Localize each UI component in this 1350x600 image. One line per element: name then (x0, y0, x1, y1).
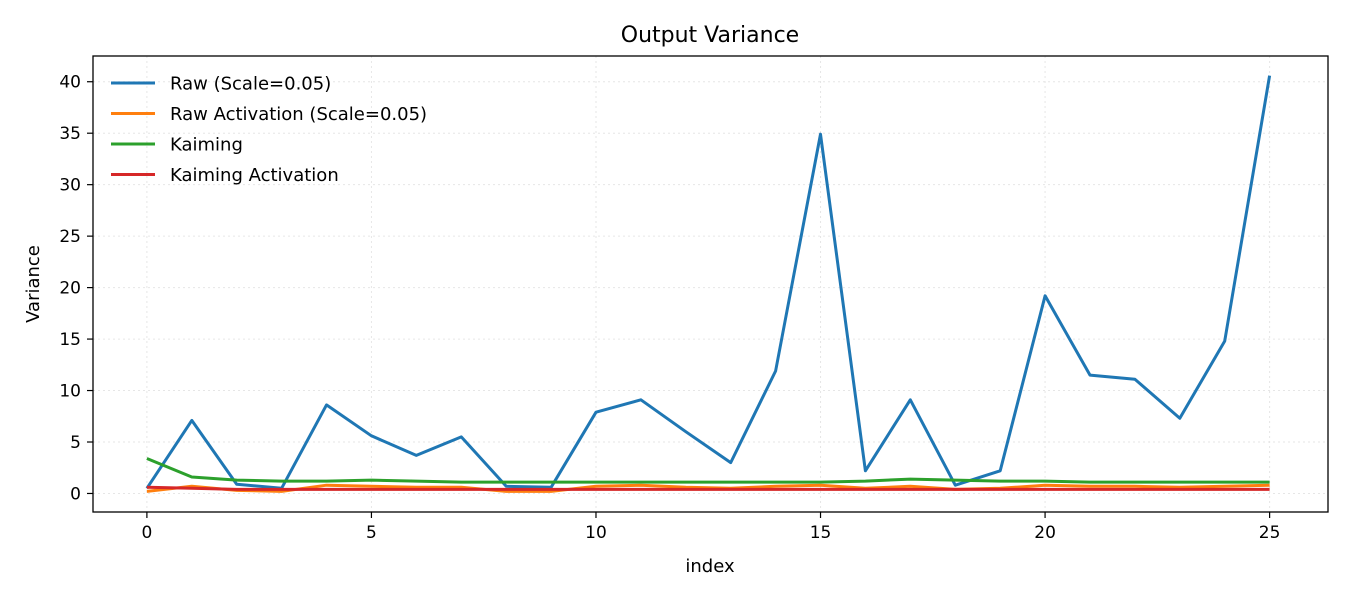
y-tick-label: 15 (59, 330, 81, 350)
legend-label: Raw Activation (Scale=0.05) (170, 104, 427, 125)
x-tick-label: 5 (366, 523, 377, 543)
legend-label: Raw (Scale=0.05) (170, 74, 331, 95)
x-axis-label: index (685, 556, 735, 577)
y-tick-label: 30 (59, 176, 81, 196)
series-line-1 (145, 75, 1272, 490)
x-tick-label: 10 (585, 523, 607, 543)
y-tick-label: 10 (59, 382, 81, 402)
y-tick-label: 25 (59, 227, 81, 247)
x-tick-label: 15 (810, 523, 832, 543)
x-tick-label: 0 (141, 523, 152, 543)
legend-label: Kaiming Activation (170, 165, 339, 186)
legend: Raw (Scale=0.05) Raw Activation (Scale=0.… (111, 74, 427, 186)
y-axis-label: Variance (23, 245, 44, 323)
x-axis-ticks: 0 5 10 15 20 25 (141, 512, 1280, 543)
series-line-4 (146, 485, 1270, 491)
x-tick-label: 25 (1259, 523, 1281, 543)
chart-title: Output Variance (621, 23, 799, 48)
series-lines (145, 75, 1272, 493)
y-tick-label: 20 (59, 279, 81, 299)
plot-frame (92, 55, 1329, 513)
legend-label: Kaiming (170, 135, 243, 156)
series-line-2 (146, 483, 1270, 493)
grid (93, 56, 1328, 512)
y-tick-label: 0 (70, 484, 81, 504)
series-line-3 (146, 457, 1270, 484)
y-axis-ticks: 0 5 10 15 20 25 30 35 40 (59, 73, 93, 504)
y-tick-label: 35 (59, 124, 81, 144)
y-tick-label: 5 (70, 433, 81, 453)
y-tick-label: 40 (59, 73, 81, 93)
x-tick-label: 20 (1034, 523, 1056, 543)
